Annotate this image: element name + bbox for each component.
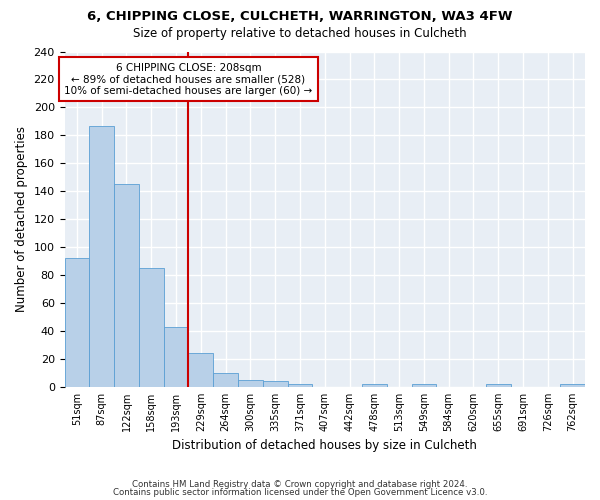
Text: 6 CHIPPING CLOSE: 208sqm
← 89% of detached houses are smaller (528)
10% of semi-: 6 CHIPPING CLOSE: 208sqm ← 89% of detach… (64, 62, 313, 96)
Text: Contains HM Land Registry data © Crown copyright and database right 2024.: Contains HM Land Registry data © Crown c… (132, 480, 468, 489)
Bar (362, 384, 387, 387)
Bar (486, 384, 511, 387)
Bar (263, 382, 287, 387)
X-axis label: Distribution of detached houses by size in Culcheth: Distribution of detached houses by size … (172, 440, 477, 452)
Text: Contains public sector information licensed under the Open Government Licence v3: Contains public sector information licen… (113, 488, 487, 497)
Bar (287, 384, 313, 387)
Text: 6, CHIPPING CLOSE, CULCHETH, WARRINGTON, WA3 4FW: 6, CHIPPING CLOSE, CULCHETH, WARRINGTON,… (87, 10, 513, 23)
Y-axis label: Number of detached properties: Number of detached properties (15, 126, 28, 312)
Bar (164, 327, 188, 387)
Bar (560, 384, 585, 387)
Bar (213, 373, 238, 387)
Bar (188, 354, 213, 387)
Bar (114, 184, 139, 387)
Text: Size of property relative to detached houses in Culcheth: Size of property relative to detached ho… (133, 28, 467, 40)
Bar (412, 384, 436, 387)
Bar (238, 380, 263, 387)
Bar (89, 126, 114, 387)
Bar (139, 268, 164, 387)
Bar (65, 258, 89, 387)
